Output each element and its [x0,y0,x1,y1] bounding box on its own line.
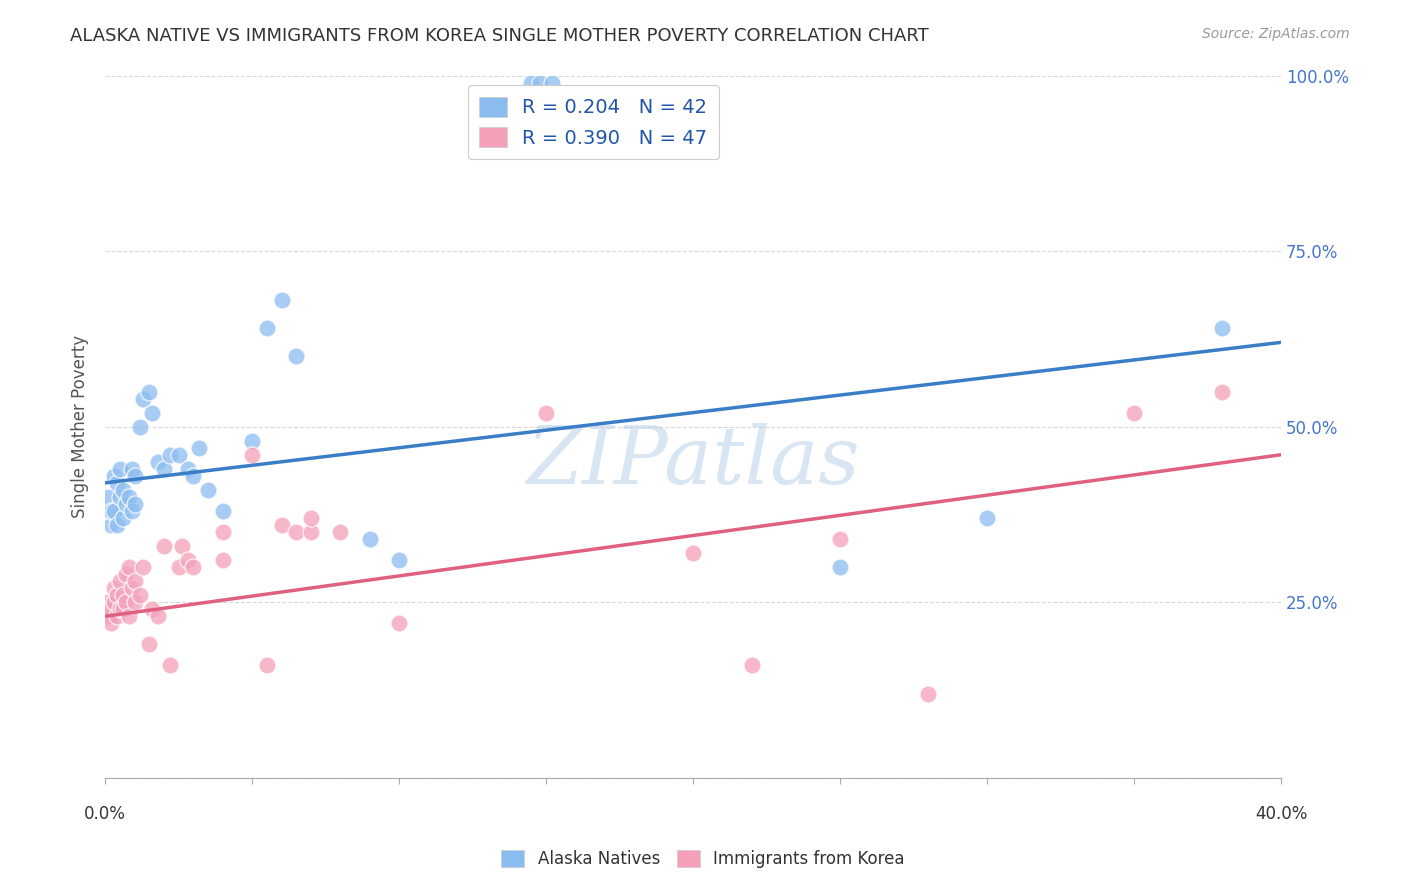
Point [270,518,292,533]
Point [917,687,939,701]
Point [183,560,205,574]
Point [108,574,131,589]
Text: Source: ZipAtlas.com: Source: ZipAtlas.com [1202,27,1350,41]
Point [138,384,160,399]
Point [359,532,381,546]
Point [100,616,122,631]
Point [270,293,292,308]
Point [111,588,134,602]
Point [176,462,198,476]
Point [108,602,131,616]
Point [100,504,122,518]
Point [183,468,205,483]
Point [105,588,128,602]
Point [159,658,181,673]
Point [103,595,125,609]
Point [167,448,190,462]
Point [741,658,763,673]
Point [211,553,233,567]
Point [124,574,146,589]
Point [285,524,308,539]
Point [388,553,411,567]
Point [108,462,131,476]
Point [211,524,233,539]
Text: ALASKA NATIVE VS IMMIGRANTS FROM KOREA SINGLE MOTHER POVERTY CORRELATION CHART: ALASKA NATIVE VS IMMIGRANTS FROM KOREA S… [70,27,929,45]
Point [132,392,155,406]
Text: 0.0%: 0.0% [84,805,127,823]
Point [520,76,543,90]
Point [114,497,136,511]
Point [146,455,169,469]
Point [529,76,551,90]
Point [129,588,152,602]
Point [256,321,278,335]
Point [682,546,704,560]
Point [118,609,141,624]
Point [100,602,122,616]
Point [103,581,125,595]
Point [541,76,564,90]
Point [100,518,122,533]
Point [121,504,143,518]
Point [114,595,136,609]
Point [240,448,263,462]
Point [285,350,308,364]
Point [976,511,998,525]
Point [167,560,190,574]
Point [1123,406,1146,420]
Point [176,553,198,567]
Point [97,595,120,609]
Point [159,448,181,462]
Point [103,504,125,518]
Point [153,462,176,476]
Y-axis label: Single Mother Poverty: Single Mother Poverty [72,335,89,518]
Point [299,524,322,539]
Point [121,462,143,476]
Point [1211,384,1233,399]
Point [141,406,163,420]
Point [97,490,120,504]
Text: 40.0%: 40.0% [1254,805,1308,823]
Point [141,602,163,616]
Legend: R = 0.204   N = 42, R = 0.390   N = 47: R = 0.204 N = 42, R = 0.390 N = 47 [468,86,718,160]
Point [121,581,143,595]
Point [132,560,155,574]
Point [103,468,125,483]
Point [329,524,352,539]
Point [114,567,136,582]
Point [105,518,128,533]
Point [111,602,134,616]
Point [1211,321,1233,335]
Point [153,539,176,553]
Point [105,475,128,490]
Point [124,595,146,609]
Point [388,616,411,631]
Point [534,406,557,420]
Point [124,468,146,483]
Point [118,490,141,504]
Point [240,434,263,448]
Point [170,539,193,553]
Point [256,658,278,673]
Point [111,483,134,497]
Point [828,560,851,574]
Point [197,483,219,497]
Text: ZIPatlas: ZIPatlas [526,423,860,500]
Point [146,609,169,624]
Point [124,497,146,511]
Point [129,419,152,434]
Point [299,511,322,525]
Point [97,609,120,624]
Point [108,490,131,504]
Legend: Alaska Natives, Immigrants from Korea: Alaska Natives, Immigrants from Korea [495,843,911,875]
Point [118,560,141,574]
Point [188,441,211,455]
Point [105,609,128,624]
Point [138,637,160,651]
Point [111,511,134,525]
Point [828,532,851,546]
Point [211,504,233,518]
